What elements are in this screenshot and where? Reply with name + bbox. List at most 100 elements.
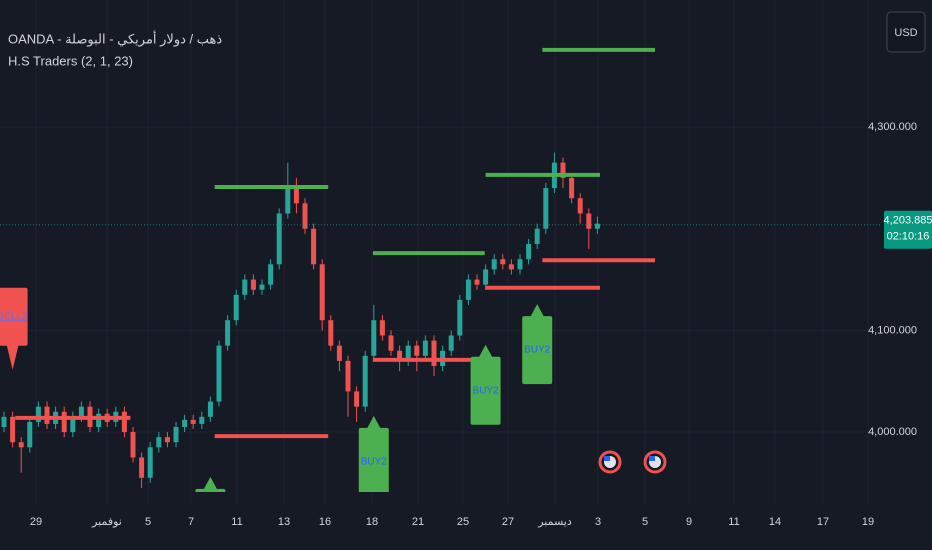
candle-body — [379, 320, 385, 336]
currency-label: USD — [894, 27, 917, 39]
candle-body — [147, 447, 153, 478]
signal-box — [522, 316, 553, 385]
candle-body — [397, 350, 403, 361]
candle-body — [96, 413, 102, 427]
x-tick-label: 7 — [188, 516, 194, 528]
candle-body — [336, 345, 342, 361]
candle-body — [483, 269, 489, 285]
chart-title: OANDA - ذهب / دولار أمريكي - البوصلة — [8, 30, 222, 47]
signal: BUY2 — [195, 476, 226, 492]
signal-arrow — [366, 415, 381, 429]
x-tick-label: 25 — [457, 516, 469, 528]
candle-body — [10, 416, 16, 443]
x-tick-label: 19 — [862, 516, 874, 528]
candle-body — [362, 355, 368, 407]
signal-box — [195, 488, 226, 492]
y-tick-label: 4,100.000 — [868, 324, 917, 336]
signal-label: SELL2 — [0, 311, 28, 322]
x-tick-label: 21 — [412, 516, 424, 528]
candle-body — [164, 437, 170, 443]
candle-body — [577, 198, 583, 214]
signal-label: BUY2 — [473, 385, 500, 396]
x-tick-label: 17 — [817, 516, 829, 528]
candle-body — [293, 188, 299, 204]
candle-body — [35, 406, 41, 422]
candle-body — [560, 162, 566, 178]
x-tick-label: نوفمبر — [91, 516, 122, 528]
signal: BUY2 — [470, 344, 501, 425]
signal-box — [470, 356, 501, 425]
candle-body — [422, 340, 428, 356]
candle-body — [345, 360, 351, 392]
x-tick-label: 16 — [319, 516, 331, 528]
candle-body — [405, 345, 411, 361]
x-tick-label: 11 — [231, 516, 242, 528]
candle-body — [586, 213, 592, 229]
candle-body — [534, 228, 540, 244]
candle-body — [302, 203, 308, 229]
signal: SELL2 — [0, 287, 28, 370]
candle-body — [70, 416, 76, 433]
candle-body — [569, 177, 575, 199]
candle-body — [448, 335, 454, 351]
candle-body — [216, 345, 222, 402]
candle-body — [285, 188, 291, 214]
candle-body — [139, 457, 145, 478]
candle-body — [414, 345, 420, 356]
candle-body — [225, 320, 231, 346]
candle-body — [190, 419, 196, 424]
x-tick-label: 11 — [728, 516, 739, 528]
candle-body — [354, 391, 360, 407]
candle-body — [242, 279, 248, 295]
plot-area: SELL2 BUY2 BUY2 BUY2 BUY2 — [0, 47, 880, 492]
x-tick-label: 14 — [769, 516, 781, 528]
currency-button[interactable] — [886, 11, 926, 53]
candle-body — [319, 264, 325, 321]
candle-body — [18, 442, 24, 448]
candle-body — [199, 416, 205, 424]
candle-body — [276, 213, 282, 265]
candle-body — [268, 264, 274, 285]
last-price-label: 4,203.885 — [884, 215, 932, 227]
candle-body — [130, 432, 136, 458]
signal-arrow — [530, 304, 545, 318]
candle-body — [431, 340, 437, 366]
signal-arrow — [478, 344, 493, 358]
last-price-box — [884, 210, 932, 249]
indicator-name: H.S Traders (2, 1, 23) — [8, 53, 133, 68]
x-tick-label: 9 — [686, 516, 692, 528]
signal: BUY2 — [358, 415, 389, 492]
x-tick-label: 13 — [278, 516, 290, 528]
candle-body — [526, 243, 532, 260]
candle-body — [500, 259, 506, 265]
x-tick-label: 27 — [502, 516, 514, 528]
candle-body — [328, 320, 334, 346]
signal-label: BUY2 — [524, 345, 551, 356]
candle-body — [233, 294, 239, 321]
x-tick-label: 29 — [30, 516, 42, 528]
candle-body — [311, 228, 317, 265]
x-tick-label: 3 — [595, 516, 601, 528]
x-tick-label: 5 — [642, 516, 648, 528]
signal-arrow — [6, 344, 19, 370]
countdown-label: 02:10:16 — [887, 231, 930, 243]
candle-body — [474, 279, 480, 285]
y-tick-label: 4,300.000 — [868, 121, 917, 133]
signal-box — [0, 287, 28, 346]
x-tick-label: ديسمبر — [537, 516, 572, 528]
candle-body — [182, 419, 188, 427]
candle-body — [543, 188, 549, 229]
candle-body — [156, 437, 162, 448]
candle-body — [594, 223, 600, 229]
candle-body — [27, 421, 33, 448]
candle-body — [371, 320, 377, 356]
signal-label: BUY2 — [361, 457, 388, 468]
candle-body — [259, 284, 265, 290]
candle-body — [121, 411, 127, 433]
signal: BUY2 — [522, 304, 553, 385]
y-tick-label: 4,000.000 — [868, 426, 917, 438]
candle-body — [61, 411, 67, 433]
candle-body — [457, 299, 463, 336]
